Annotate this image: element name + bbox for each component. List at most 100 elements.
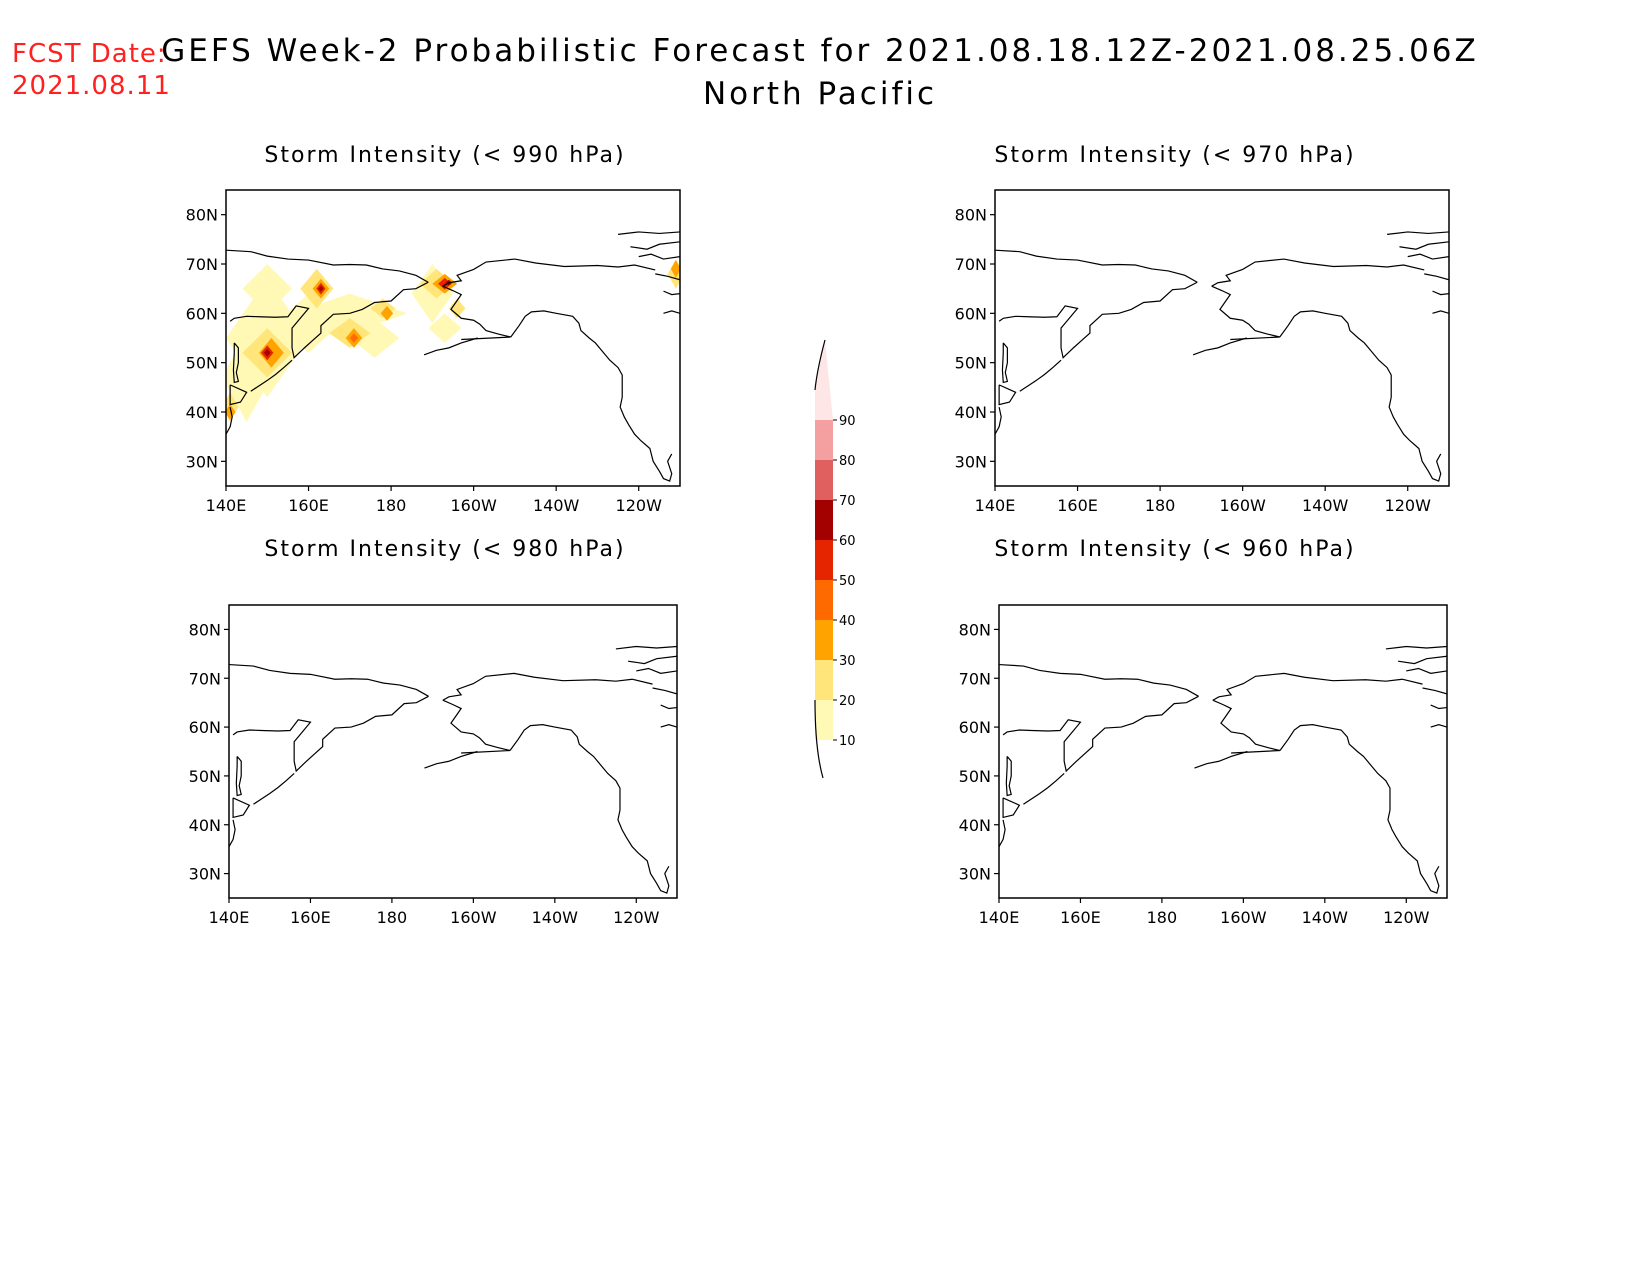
coastline xyxy=(1432,310,1449,314)
coastline xyxy=(1192,337,1247,356)
lat-tick-label: 30N xyxy=(955,452,987,471)
lon-tick-label: 120W xyxy=(613,908,660,927)
coastline xyxy=(235,755,242,797)
forecast-date-label: FCST Date: xyxy=(12,39,167,69)
coastline xyxy=(998,384,1017,406)
colorbar-label: 30 xyxy=(839,654,856,669)
colorbar-segment xyxy=(815,460,833,500)
lon-tick-label: 120W xyxy=(616,496,663,515)
coastline xyxy=(423,337,478,356)
colorbar-segment xyxy=(815,700,833,740)
colorbar-label: 50 xyxy=(839,574,856,589)
lon-tick-label: 160W xyxy=(1220,908,1267,927)
probability-cell xyxy=(670,260,680,278)
colorbar-label: 10 xyxy=(839,734,856,749)
main-title: GEFS Week-2 Probabilistic Forecast for 2… xyxy=(161,33,1479,69)
panel-title-960: Storm Intensity (< 960 hPa) xyxy=(994,537,1356,562)
coastline xyxy=(442,699,511,754)
coastline xyxy=(232,797,251,819)
coastline xyxy=(1211,258,1425,287)
coastline xyxy=(1212,672,1423,701)
coastline xyxy=(1407,253,1449,260)
colorbar-segment xyxy=(815,580,833,620)
lon-tick-label: 160W xyxy=(450,908,497,927)
lat-tick-label: 30N xyxy=(959,865,991,884)
coastline xyxy=(998,281,1198,359)
lon-tick-label: 140E xyxy=(979,908,1020,927)
lon-tick-label: 160W xyxy=(450,496,497,515)
coastline xyxy=(229,281,429,359)
coastline xyxy=(1422,687,1447,695)
coastline xyxy=(1432,290,1449,296)
lat-tick-label: 60N xyxy=(189,718,221,737)
coastline xyxy=(1385,645,1447,650)
lat-tick-label: 60N xyxy=(955,304,987,323)
colorbar-segment xyxy=(815,540,833,580)
coastline xyxy=(663,290,680,296)
colorbar-label: 20 xyxy=(839,694,856,709)
lat-tick-label: 50N xyxy=(959,767,991,786)
colorbar-segment xyxy=(815,660,833,700)
colorbar-segment xyxy=(815,420,833,460)
coastline xyxy=(1430,704,1447,710)
probability-cell xyxy=(349,333,359,343)
lon-tick-label: 140W xyxy=(532,908,579,927)
colorbar-label: 40 xyxy=(839,614,856,629)
lon-tick-label: 140W xyxy=(1302,908,1349,927)
colorbar-label: 60 xyxy=(839,534,856,549)
lon-tick-label: 180 xyxy=(376,496,407,515)
lon-tick-label: 160E xyxy=(288,496,329,515)
lon-tick-label: 180 xyxy=(377,908,408,927)
lat-tick-label: 70N xyxy=(959,669,991,688)
probability-cell xyxy=(380,305,394,321)
colorbar-segment xyxy=(815,500,833,540)
coastline xyxy=(1194,750,1248,769)
coastline xyxy=(1023,773,1065,805)
lat-tick-label: 50N xyxy=(189,767,221,786)
lat-tick-label: 80N xyxy=(955,206,987,225)
map-frame xyxy=(994,189,1450,487)
probability-cell xyxy=(263,348,271,357)
lat-tick-label: 30N xyxy=(186,452,218,471)
coastline xyxy=(1002,695,1199,773)
coastline xyxy=(253,773,295,805)
coastline xyxy=(1430,724,1447,728)
probability-cell xyxy=(242,264,293,314)
coastline xyxy=(618,231,680,235)
coastline xyxy=(660,724,677,728)
coastline xyxy=(995,249,1198,283)
lon-tick-label: 120W xyxy=(1383,908,1430,927)
coastline xyxy=(628,655,677,665)
coastline xyxy=(229,663,429,697)
coastline xyxy=(510,310,673,482)
lat-tick-label: 50N xyxy=(186,354,218,373)
coastline xyxy=(1019,359,1062,392)
probability-cell xyxy=(329,318,371,348)
forecast-date-value: 2021.08.11 xyxy=(12,71,171,101)
map-panel-970: 80N 70N 60N 50N 40N 30N 140E 160E 180 160W 140W 120… xyxy=(955,189,1450,515)
lat-tick-label: 80N xyxy=(186,206,218,225)
coastline xyxy=(1001,342,1009,384)
lat-tick-label: 70N xyxy=(186,255,218,274)
lat-tick-label: 40N xyxy=(959,816,991,835)
lon-tick-label: 140E xyxy=(209,908,250,927)
coastline xyxy=(1002,797,1021,819)
map-panel-960: 80N 70N 60N 50N 40N 30N 140E 160E 180 160W 140W 120… xyxy=(959,604,1448,927)
panel-title-980: Storm Intensity (< 980 hPa) xyxy=(264,537,626,562)
colorbar-segment xyxy=(815,340,833,420)
coastline xyxy=(1406,667,1447,674)
map-panel-980: 80N 70N 60N 50N 40N 30N 140E 160E 180 160W 140W 120… xyxy=(189,604,678,927)
coastline xyxy=(226,249,429,283)
probability-cell xyxy=(226,333,272,422)
coastline xyxy=(1279,724,1440,894)
coastline xyxy=(509,724,670,894)
colorbar: 10 20 30 40 50 60 70 80 90 xyxy=(814,339,856,779)
probability-cell xyxy=(428,313,462,343)
lat-tick-label: 40N xyxy=(189,816,221,835)
lat-tick-label: 40N xyxy=(955,403,987,422)
coastline xyxy=(1424,273,1449,281)
map-frame xyxy=(228,604,678,899)
coastline xyxy=(652,687,677,695)
lon-tick-label: 160E xyxy=(290,908,331,927)
coastline xyxy=(232,695,429,773)
